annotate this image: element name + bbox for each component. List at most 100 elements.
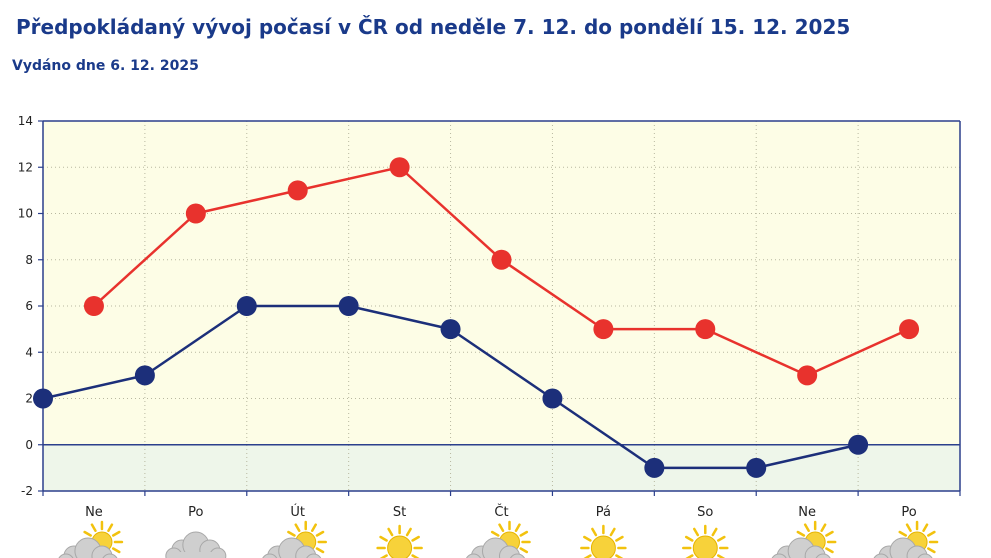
data-point-min (746, 457, 767, 478)
data-point-max (389, 157, 410, 178)
sun-ray (379, 554, 388, 558)
sun-ray (411, 535, 420, 542)
sun-behind-cloud-icon (466, 520, 531, 558)
x-tick-label: St (393, 505, 406, 520)
sun-ray (111, 530, 121, 537)
sun-behind-cloud-icon (771, 520, 837, 558)
y-tick-label: 10 (18, 207, 33, 221)
sun-ray (310, 523, 317, 532)
data-point-max (593, 319, 614, 340)
cloud-icon (165, 531, 227, 558)
cloud-puff (466, 553, 481, 558)
sun-ray (717, 535, 726, 542)
y-tick-label: 12 (18, 160, 33, 174)
sun-ray (711, 527, 718, 537)
sun-ray (107, 523, 114, 532)
sun-ray (684, 535, 694, 542)
sun-icon (682, 524, 729, 558)
cloud-puff (510, 553, 525, 558)
x-tick-label: Ne (798, 505, 816, 520)
x-tick-label: Čt (494, 504, 508, 520)
y-tick-label: 6 (25, 299, 33, 313)
sun-ray (583, 554, 592, 558)
sun-ray (825, 530, 834, 537)
sun-ray (519, 547, 529, 554)
sun-ray (717, 554, 726, 558)
data-point-min (542, 388, 563, 409)
y-tick-label: 0 (25, 438, 33, 452)
sun-behind-cloud-icon (873, 520, 939, 558)
cloud-puff (102, 553, 118, 558)
sun-ray (820, 523, 827, 532)
sun-disc (692, 535, 718, 558)
cloud-puff (815, 553, 831, 558)
below-zero-band (43, 444, 960, 491)
cloud-shape (873, 537, 933, 558)
sun-ray (315, 530, 325, 537)
sun-ray (583, 535, 592, 542)
sun-ray (387, 527, 394, 537)
sun-ray (519, 530, 529, 537)
data-point-max (83, 296, 104, 316)
data-point-min (33, 388, 53, 409)
x-tick-label: Po (188, 505, 203, 520)
sun-ray (287, 530, 296, 537)
sun-rays (376, 524, 423, 558)
x-tick-label: Út (290, 504, 305, 520)
sun-rays (580, 524, 627, 558)
sun-ray (796, 530, 806, 537)
y-tick-label: -2 (21, 484, 33, 498)
data-point-max (695, 319, 716, 340)
sun-ray (927, 530, 936, 537)
sun-behind-cloud-icon (262, 520, 327, 558)
sun-ray (825, 547, 834, 554)
y-tick-label: 2 (25, 392, 33, 406)
cloud-puff (873, 553, 889, 558)
sun-ray (609, 527, 616, 537)
sun-ray (405, 527, 412, 537)
issued-date: Vydáno dne 6. 12. 2025 (12, 58, 199, 74)
cloud-shape (58, 537, 118, 558)
data-point-min (440, 319, 461, 340)
x-tick-label: Pá (596, 505, 611, 520)
plot-area-background (43, 121, 960, 445)
sun-ray (693, 527, 700, 537)
sun-rays (682, 524, 729, 558)
sun-ray (615, 535, 624, 542)
sun-ray (922, 523, 929, 532)
sun-ray (83, 530, 92, 537)
sun-ray (803, 523, 810, 532)
cloud-shape (165, 531, 227, 558)
data-point-min (644, 457, 665, 478)
cloud-puff (262, 553, 278, 558)
data-point-min (134, 365, 155, 386)
sun-ray (90, 523, 97, 532)
cloud-shape (262, 537, 322, 558)
cloud-puff (771, 553, 787, 558)
sun-ray (514, 523, 521, 532)
x-tick-label: So (697, 505, 713, 520)
sun-ray (898, 530, 908, 537)
sun-disc (387, 535, 413, 558)
y-tick-label: 4 (25, 345, 33, 359)
sun-ray (498, 523, 505, 532)
sun-disc (590, 535, 616, 558)
data-point-min (848, 434, 869, 455)
sun-ray (379, 535, 388, 542)
data-point-max (797, 365, 818, 386)
sun-ray (905, 523, 912, 532)
sun-ray (615, 554, 624, 558)
sun-icon (376, 524, 423, 558)
cloud-puff (917, 553, 933, 558)
sun-behind-cloud-icon (58, 520, 124, 558)
data-point-min (236, 296, 257, 316)
sun-ray (315, 547, 325, 554)
page-title: Předpokládaný vývoj počasí v ČR od neděl… (16, 15, 851, 39)
cloud-puff (58, 553, 74, 558)
data-point-max (185, 203, 206, 224)
sun-icon (580, 524, 627, 558)
sun-ray (490, 530, 500, 537)
data-point-max (899, 319, 920, 340)
sun-ray (411, 554, 420, 558)
